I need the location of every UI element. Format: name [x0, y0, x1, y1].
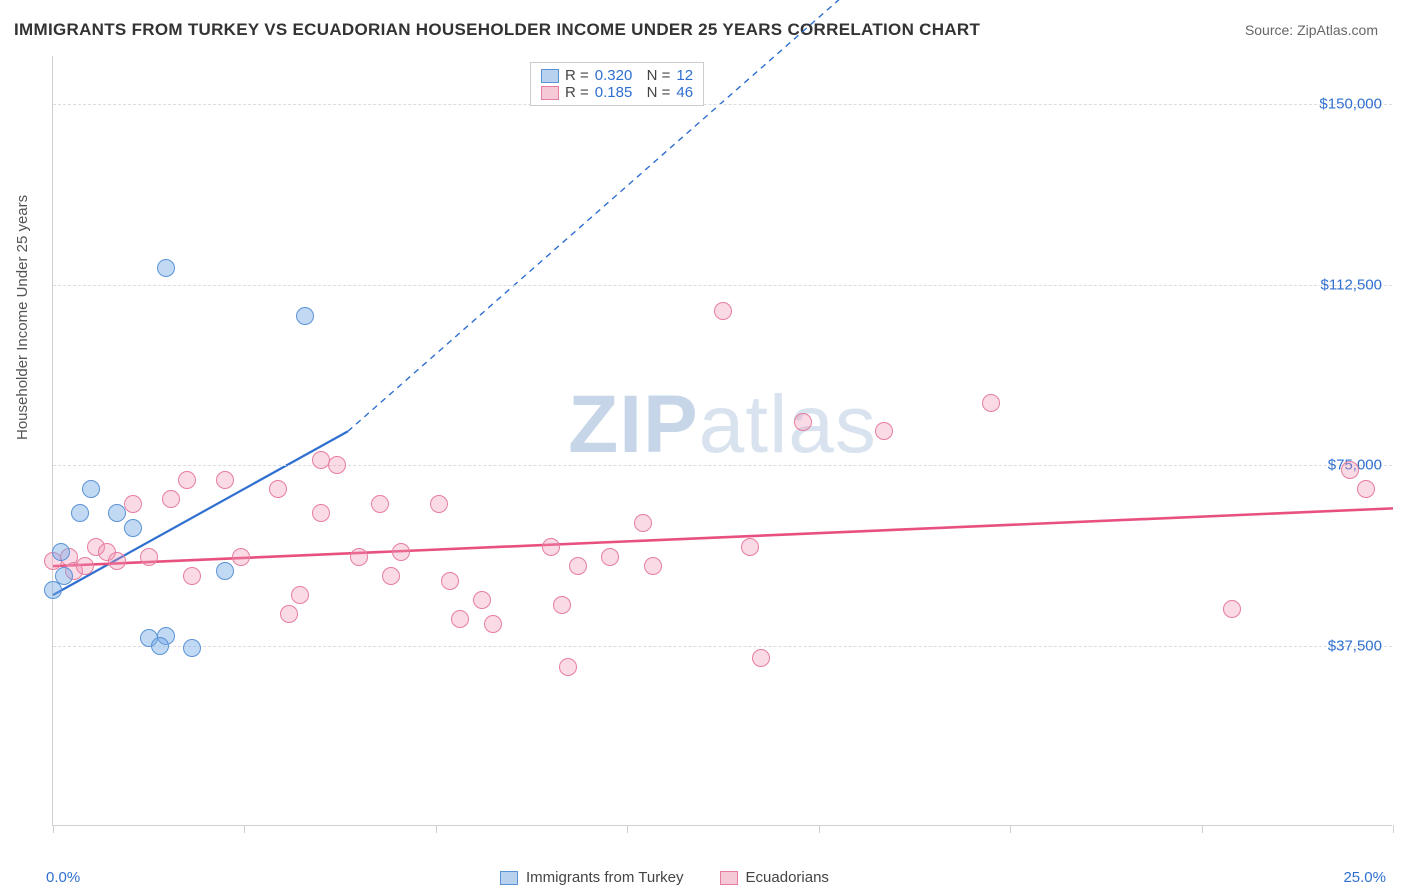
- data-point-ecuadorians: [216, 471, 234, 489]
- data-point-turkey: [296, 307, 314, 325]
- data-point-ecuadorians: [328, 456, 346, 474]
- data-point-ecuadorians: [392, 543, 410, 561]
- swatch-turkey-bottom: [500, 871, 518, 885]
- x-tick: [1393, 825, 1394, 833]
- n-ecuadorians: 46: [676, 84, 693, 101]
- x-tick: [1010, 825, 1011, 833]
- data-point-ecuadorians: [108, 552, 126, 570]
- legend-series: Immigrants from Turkey Ecuadorians: [500, 869, 829, 886]
- legend-row-turkey: R = 0.320 N = 12: [541, 67, 693, 84]
- data-point-turkey: [108, 504, 126, 522]
- x-tick: [1202, 825, 1203, 833]
- plot-area: ZIPatlas $37,500$75,000$112,500$150,000: [52, 56, 1392, 826]
- data-point-ecuadorians: [1357, 480, 1375, 498]
- data-point-ecuadorians: [644, 557, 662, 575]
- gridline: [53, 465, 1392, 466]
- legend-row-ecuadorians: R = 0.185 N = 46: [541, 84, 693, 101]
- data-point-ecuadorians: [741, 538, 759, 556]
- data-point-ecuadorians: [291, 586, 309, 604]
- legend-item-turkey: Immigrants from Turkey: [500, 869, 684, 886]
- r-turkey: 0.320: [595, 67, 633, 84]
- x-tick: [819, 825, 820, 833]
- y-tick-label: $37,500: [1328, 637, 1382, 654]
- data-point-turkey: [157, 259, 175, 277]
- data-point-turkey: [82, 480, 100, 498]
- data-point-ecuadorians: [601, 548, 619, 566]
- data-point-turkey: [124, 519, 142, 537]
- series-label-turkey: Immigrants from Turkey: [526, 869, 684, 886]
- data-point-ecuadorians: [183, 567, 201, 585]
- data-point-ecuadorians: [76, 557, 94, 575]
- data-point-ecuadorians: [178, 471, 196, 489]
- data-point-turkey: [183, 639, 201, 657]
- gridline: [53, 285, 1392, 286]
- x-tick: [436, 825, 437, 833]
- x-axis-min-label: 0.0%: [46, 869, 80, 886]
- data-point-turkey: [71, 504, 89, 522]
- r-ecuadorians: 0.185: [595, 84, 633, 101]
- gridline: [53, 646, 1392, 647]
- data-point-ecuadorians: [441, 572, 459, 590]
- data-point-ecuadorians: [542, 538, 560, 556]
- data-point-ecuadorians: [559, 658, 577, 676]
- trend-lines: [53, 56, 1392, 825]
- y-tick-label: $150,000: [1319, 96, 1382, 113]
- x-axis-max-label: 25.0%: [1343, 869, 1386, 886]
- data-point-ecuadorians: [312, 504, 330, 522]
- data-point-ecuadorians: [473, 591, 491, 609]
- data-point-ecuadorians: [875, 422, 893, 440]
- y-axis-title: Householder Income Under 25 years: [14, 195, 31, 440]
- data-point-ecuadorians: [382, 567, 400, 585]
- data-point-ecuadorians: [280, 605, 298, 623]
- swatch-turkey: [541, 69, 559, 83]
- data-point-turkey: [52, 543, 70, 561]
- x-tick: [53, 825, 54, 833]
- data-point-turkey: [55, 567, 73, 585]
- data-point-ecuadorians: [140, 548, 158, 566]
- chart-title: IMMIGRANTS FROM TURKEY VS ECUADORIAN HOU…: [14, 20, 980, 40]
- data-point-ecuadorians: [1223, 600, 1241, 618]
- swatch-ecuadorians: [541, 86, 559, 100]
- data-point-ecuadorians: [553, 596, 571, 614]
- gridline: [53, 104, 1392, 105]
- series-label-ecuadorians: Ecuadorians: [746, 869, 829, 886]
- legend-item-ecuadorians: Ecuadorians: [720, 869, 829, 886]
- data-point-ecuadorians: [124, 495, 142, 513]
- data-point-ecuadorians: [794, 413, 812, 431]
- data-point-turkey: [151, 637, 169, 655]
- data-point-ecuadorians: [232, 548, 250, 566]
- y-tick-label: $112,500: [1321, 276, 1382, 293]
- data-point-ecuadorians: [634, 514, 652, 532]
- chart-source: Source: ZipAtlas.com: [1245, 22, 1378, 38]
- data-point-ecuadorians: [451, 610, 469, 628]
- x-tick: [627, 825, 628, 833]
- data-point-turkey: [216, 562, 234, 580]
- data-point-ecuadorians: [1341, 461, 1359, 479]
- data-point-ecuadorians: [484, 615, 502, 633]
- data-point-ecuadorians: [752, 649, 770, 667]
- data-point-ecuadorians: [569, 557, 587, 575]
- data-point-ecuadorians: [430, 495, 448, 513]
- data-point-ecuadorians: [982, 394, 1000, 412]
- x-tick: [244, 825, 245, 833]
- data-point-ecuadorians: [714, 302, 732, 320]
- n-turkey: 12: [676, 67, 693, 84]
- data-point-ecuadorians: [269, 480, 287, 498]
- data-point-ecuadorians: [350, 548, 368, 566]
- data-point-ecuadorians: [371, 495, 389, 513]
- correlation-chart: IMMIGRANTS FROM TURKEY VS ECUADORIAN HOU…: [0, 0, 1406, 892]
- data-point-ecuadorians: [162, 490, 180, 508]
- legend-stats: R = 0.320 N = 12 R = 0.185 N = 46: [530, 62, 704, 106]
- swatch-ecuadorians-bottom: [720, 871, 738, 885]
